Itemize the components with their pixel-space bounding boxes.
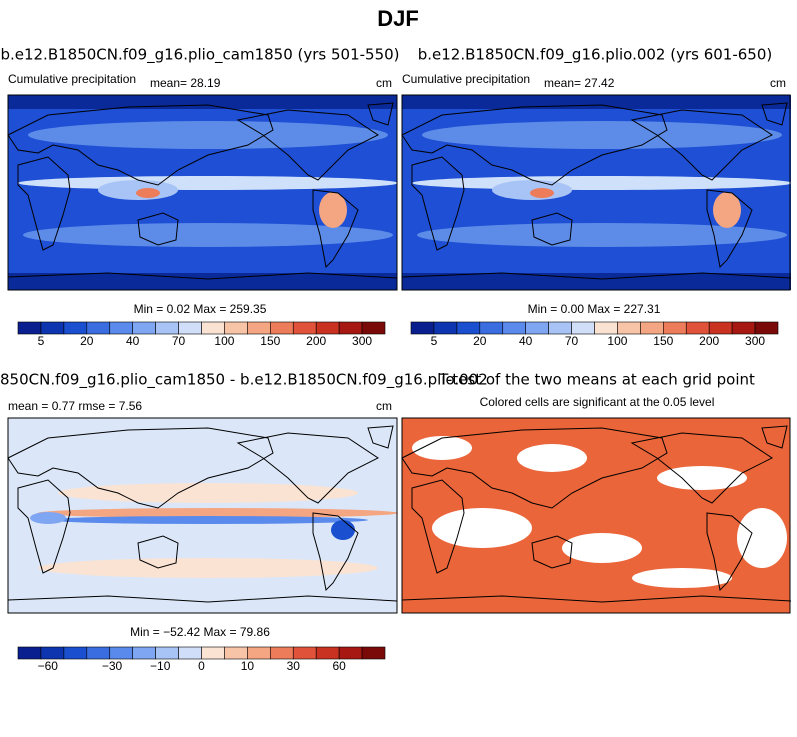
- colorbar-label: −10: [150, 659, 171, 673]
- colorbar-box: [40, 321, 65, 335]
- colorbar-box: [178, 321, 202, 335]
- colorbar-box: [708, 321, 733, 335]
- colorbar-box: [433, 321, 458, 335]
- left-label: Cumulative precipitation: [8, 72, 136, 86]
- map-frame: [401, 94, 791, 291]
- colorbar-box: [456, 321, 481, 335]
- colorbar-box: [663, 321, 687, 335]
- colorbar-box: [479, 321, 504, 335]
- colorbar-box: [571, 321, 595, 335]
- colorbar-label: 20: [80, 334, 94, 348]
- panel-title: b.e12.B1850CN.f09_g16.plio_cam1850 (yrs …: [0, 46, 399, 65]
- colorbar-label: 40: [126, 334, 140, 348]
- colorbar-box: [754, 321, 779, 335]
- panel-title: T-test of the two means at each grid poi…: [438, 371, 755, 389]
- colorbar-box: [410, 321, 435, 335]
- colorbar-box: [270, 646, 294, 660]
- colorbar-label: 5: [431, 334, 438, 348]
- colorbar-label: 300: [352, 334, 372, 348]
- colorbar-box: [155, 321, 179, 335]
- colorbar-label: 150: [653, 334, 673, 348]
- colorbar-box: [86, 646, 111, 660]
- colorbar-label: −30: [102, 659, 123, 673]
- colorbar-label: 200: [306, 334, 326, 348]
- colorbar-box: [338, 646, 363, 660]
- panel-title: 850CN.f09_g16.plio_cam1850 - b.e12.B1850…: [0, 371, 488, 390]
- center-label: mean= 28.19: [150, 76, 221, 90]
- colorbar-box: [178, 646, 202, 660]
- colorbar-box: [109, 321, 133, 335]
- units-label: cm: [770, 76, 786, 90]
- units-label: cm: [376, 76, 392, 90]
- colorbar-box: [292, 321, 317, 335]
- map: [401, 95, 792, 290]
- map-frame: [7, 417, 398, 614]
- colorbar-box: [640, 321, 664, 335]
- colorbar-box: [40, 646, 65, 660]
- colorbar-box: [17, 321, 42, 335]
- colorbar-box: [731, 321, 756, 335]
- colorbar-box: [361, 321, 386, 335]
- left-label: Cumulative precipitation: [402, 72, 530, 86]
- colorbar-label: 30: [287, 659, 301, 673]
- colorbar-label: 200: [699, 334, 719, 348]
- panel-title: b.e12.B1850CN.f09_g16.plio.002 (yrs 601-…: [418, 46, 773, 65]
- colorbar-box: [247, 321, 271, 335]
- colorbar-box: [685, 321, 710, 335]
- colorbar-label: 60: [332, 659, 346, 673]
- colorbar-label: 70: [172, 334, 186, 348]
- colorbar-box: [132, 646, 156, 660]
- map: [7, 418, 398, 613]
- colorbar-box: [548, 321, 572, 335]
- colorbar-label: 10: [241, 659, 255, 673]
- colorbar-label: 20: [473, 334, 487, 348]
- colorbar-box: [315, 646, 340, 660]
- colorbar-box: [201, 646, 225, 660]
- colorbar-box: [292, 646, 317, 660]
- colorbar-box: [63, 321, 88, 335]
- colorbar-box: [132, 321, 156, 335]
- colorbar-label: 0: [198, 659, 205, 673]
- map: [401, 418, 792, 613]
- colorbar-label: 300: [745, 334, 765, 348]
- colorbar-label: 40: [519, 334, 533, 348]
- colorbar-box: [594, 321, 618, 335]
- center-label: mean= 27.42: [544, 76, 615, 90]
- colorbar-box: [224, 321, 248, 335]
- colorbar-box: [270, 321, 294, 335]
- stats-label: Min = 0.02 Max = 259.35: [134, 302, 267, 316]
- colorbar-label: 5: [38, 334, 45, 348]
- left-label: mean = 0.77 rmse = 7.56: [8, 399, 142, 413]
- colorbar-box: [224, 646, 248, 660]
- panel-subtitle: Colored cells are significant at the 0.0…: [480, 395, 715, 409]
- map: [7, 95, 398, 290]
- colorbar-box: [247, 646, 271, 660]
- map-frame: [7, 94, 398, 291]
- colorbar-box: [109, 646, 133, 660]
- colorbar-box: [86, 321, 111, 335]
- stats-label: Min = −52.42 Max = 79.86: [130, 625, 270, 639]
- colorbar-box: [315, 321, 340, 335]
- map-frame: [401, 417, 791, 614]
- units-label: cm: [376, 399, 392, 413]
- colorbar-label: 150: [260, 334, 280, 348]
- colorbar-box: [17, 646, 42, 660]
- colorbar-box: [201, 321, 225, 335]
- colorbar-box: [502, 321, 526, 335]
- colorbar-box: [617, 321, 641, 335]
- colorbar-label: 70: [565, 334, 579, 348]
- figure-title: DJF: [377, 6, 419, 31]
- colorbar-label: 100: [607, 334, 627, 348]
- colorbar-box: [338, 321, 363, 335]
- colorbar-box: [361, 646, 386, 660]
- colorbar-label: 100: [214, 334, 234, 348]
- colorbar-box: [525, 321, 549, 335]
- colorbar-box: [63, 646, 88, 660]
- colorbar-label: −60: [38, 659, 59, 673]
- colorbar-box: [155, 646, 179, 660]
- stats-label: Min = 0.00 Max = 227.31: [528, 302, 661, 316]
